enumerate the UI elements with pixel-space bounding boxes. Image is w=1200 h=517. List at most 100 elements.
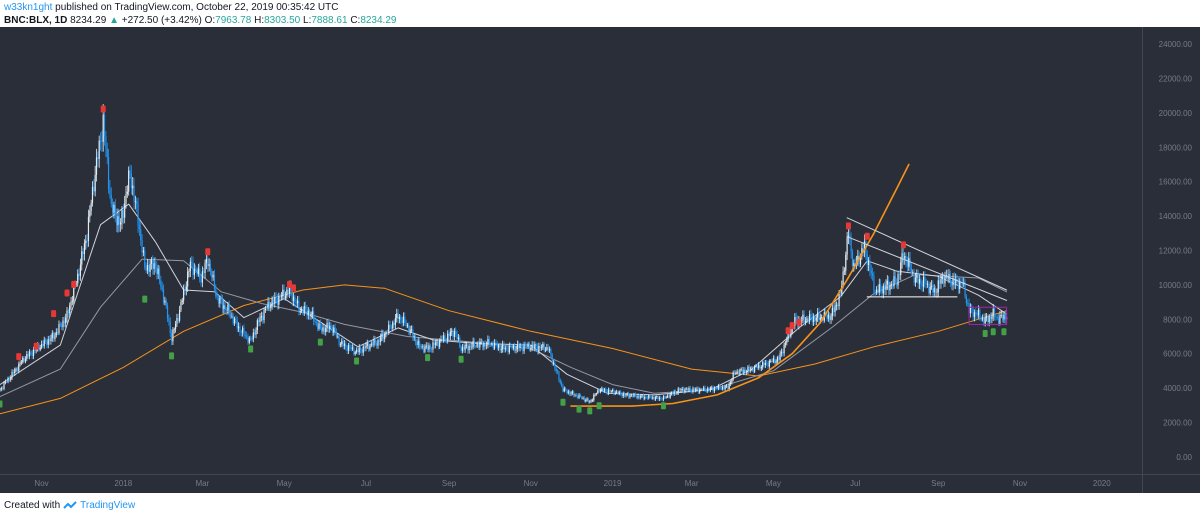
candle-body <box>461 346 464 351</box>
buy-marker <box>248 345 254 353</box>
candle-body <box>754 366 756 372</box>
candle-body <box>641 394 643 396</box>
tradingview-brand[interactable]: TradingView <box>80 500 136 511</box>
candle-body <box>894 276 896 283</box>
candle-body <box>944 276 946 284</box>
candle-body <box>337 336 339 338</box>
candle-body <box>668 395 670 398</box>
candle-body <box>837 304 839 307</box>
candle-body <box>571 391 573 394</box>
candle-body <box>325 328 327 332</box>
candle-body <box>930 285 933 287</box>
candle-body <box>745 371 748 373</box>
candle-body <box>381 333 383 338</box>
candle-body <box>581 396 583 399</box>
candle-body <box>556 371 559 372</box>
candle-body <box>991 316 993 319</box>
candle-body <box>751 368 753 370</box>
candle-body <box>475 346 477 348</box>
candle-body <box>109 188 111 195</box>
candle-body <box>912 272 914 274</box>
candle-body <box>542 343 544 348</box>
candle-body <box>814 316 816 321</box>
candle-body <box>602 388 604 391</box>
candle-body <box>384 334 386 340</box>
candle-body <box>489 344 492 346</box>
candle-body <box>514 345 516 351</box>
candle-body <box>506 347 508 349</box>
candle-body <box>551 355 553 363</box>
candle-body <box>652 397 654 399</box>
candle-body <box>264 308 266 311</box>
candle-body <box>299 311 301 313</box>
candle-body <box>729 382 732 384</box>
candle-body <box>456 334 458 340</box>
candle-body <box>790 332 792 337</box>
candle-body <box>197 268 199 275</box>
candle-body <box>343 343 346 346</box>
candle-body <box>870 270 872 274</box>
candle-body <box>961 282 963 285</box>
price-tick-label: 6000.00 <box>1163 350 1192 359</box>
candle-body <box>582 397 584 399</box>
candle-body <box>170 333 173 342</box>
candle-body <box>39 347 41 350</box>
candle-body <box>547 347 549 351</box>
candle-body <box>609 389 611 392</box>
candle-body <box>775 361 777 364</box>
candle-body <box>59 324 61 325</box>
candle-body <box>184 289 186 291</box>
candles <box>0 104 1008 404</box>
candle-body <box>67 310 69 314</box>
candle-body <box>676 392 678 394</box>
candle-body <box>515 349 517 351</box>
candle-body <box>191 261 193 263</box>
candle-body <box>813 316 815 322</box>
candle-body <box>622 393 624 397</box>
candle-body <box>78 273 80 276</box>
candle-body <box>176 318 178 324</box>
candle-body <box>716 388 718 390</box>
candle-body <box>724 385 726 390</box>
candle-body <box>267 302 269 309</box>
candle-body <box>32 349 35 356</box>
candle-body <box>290 285 292 292</box>
candle-body <box>661 398 663 400</box>
candle-body <box>393 322 395 326</box>
candle-body <box>345 343 347 347</box>
candle-body <box>71 300 73 302</box>
candle-body <box>42 343 44 347</box>
candle-body <box>129 170 131 174</box>
footer: Created with TradingView <box>4 500 135 511</box>
candle-body <box>565 388 567 391</box>
chart-area[interactable]: 24000.00 22000.00 20000.00 18000.00 16000.00… <box>0 27 1200 493</box>
candle-body <box>401 320 403 324</box>
candle-body <box>766 362 768 364</box>
candle-body <box>165 300 167 306</box>
candle-body <box>689 388 691 391</box>
price-tick-label: 12000.00 <box>1159 247 1193 256</box>
candle-body <box>876 289 878 293</box>
author-link[interactable]: w33kn1ght <box>4 2 53 13</box>
candle-body <box>252 332 254 340</box>
candle-body <box>578 394 580 398</box>
candle-body <box>327 322 329 329</box>
plot-background <box>0 27 1142 474</box>
candle-body <box>334 327 336 333</box>
candle-body <box>406 324 409 327</box>
candle-body <box>16 368 19 371</box>
candle-body <box>656 396 658 398</box>
candle-body <box>762 362 764 367</box>
candle-body <box>134 201 136 202</box>
candle-body <box>457 337 460 340</box>
candle-body <box>599 390 602 393</box>
time-axis-labels: Nov 2018 Mar May Jul Sep Nov 2019 Mar May Jul Sep No… <box>34 479 1111 488</box>
candle-body <box>0 387 2 390</box>
candle-body <box>936 291 938 293</box>
price-chart[interactable]: 24000.00 22000.00 20000.00 18000.00 16000.00… <box>0 27 1200 493</box>
candle-body <box>740 369 742 371</box>
buy-marker <box>169 352 175 360</box>
candle-body <box>717 385 720 389</box>
price-change: +272.50 (+3.42%) <box>121 15 202 26</box>
sell-marker <box>64 289 70 297</box>
